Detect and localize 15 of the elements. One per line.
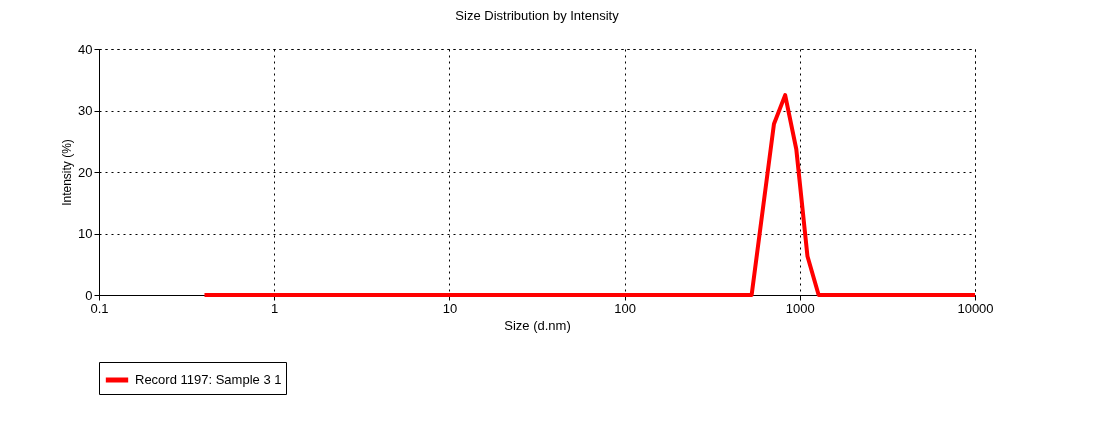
- y-axis-title: Intensity (%): [60, 139, 75, 206]
- x-tick-label: 1: [271, 300, 279, 316]
- y-tick-label: 0: [85, 287, 93, 303]
- y-tick-label: 20: [78, 164, 93, 180]
- x-tick-label: 0.1: [90, 300, 109, 316]
- chart-title: Size Distribution by Intensity: [455, 8, 620, 23]
- y-tick-label: 40: [78, 41, 93, 57]
- y-tick-label: 10: [78, 226, 93, 241]
- x-tick-label: 10: [442, 300, 458, 316]
- legend-label: Record 1197: Sample 3 1: [135, 372, 282, 387]
- y-tick-label: 30: [78, 103, 93, 118]
- x-axis-title: Size (d.nm): [504, 317, 571, 333]
- x-tick-label: 10000: [957, 300, 994, 316]
- x-tick-label: 1000: [785, 300, 815, 316]
- x-tick-label: 100: [614, 300, 636, 316]
